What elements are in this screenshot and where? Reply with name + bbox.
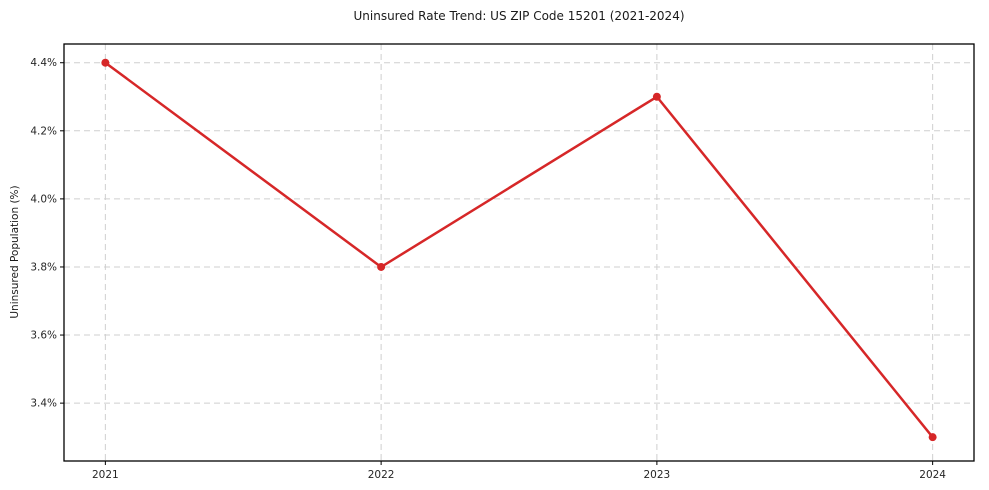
plot-frame [63, 43, 975, 462]
x-tick-label: 2021 [92, 469, 119, 481]
trend-line [104, 61, 934, 439]
data-point-marker [377, 262, 386, 271]
data-point-marker [101, 58, 110, 67]
chart-title: Uninsured Rate Trend: US ZIP Code 15201 … [353, 9, 685, 23]
x-tick-label: 2024 [919, 469, 946, 481]
data-point-marker [928, 433, 937, 442]
x-tick-label: 2022 [368, 469, 395, 481]
y-tick-label: 4.0% [30, 193, 57, 205]
data-point-marker [652, 92, 661, 101]
y-tick-label: 3.8% [30, 261, 57, 273]
y-tick-label: 4.4% [30, 57, 57, 69]
y-tick-label: 3.4% [30, 398, 57, 410]
x-tick-label: 2023 [644, 469, 671, 481]
y-tick-label: 4.2% [30, 125, 57, 137]
y-tick-label: 3.6% [30, 330, 57, 342]
